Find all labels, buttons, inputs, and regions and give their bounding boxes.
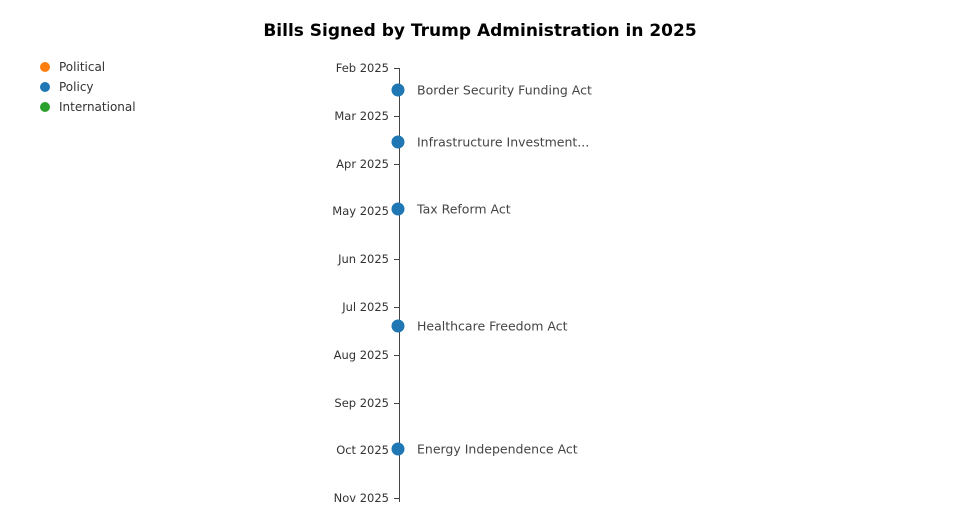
legend-label: International	[59, 100, 136, 114]
legend-item-policy[interactable]: Policy	[40, 77, 136, 97]
legend-item-political[interactable]: Political	[40, 57, 136, 77]
event-label: Energy Independence Act	[417, 441, 578, 457]
axis-tick-label: Apr 2025	[336, 156, 389, 171]
axis-tick-mark	[394, 68, 399, 69]
event-label: Border Security Funding Act	[417, 82, 592, 97]
axis-tick-mark	[394, 402, 399, 404]
axis-tick-label: Jul 2025	[342, 300, 389, 314]
event-label: Infrastructure Investment...	[417, 134, 590, 150]
axis-tick-mark	[394, 163, 399, 165]
event-marker[interactable]	[391, 135, 405, 149]
legend-swatch-icon	[40, 102, 50, 112]
axis-tick-mark	[394, 115, 399, 117]
event-marker[interactable]	[391, 83, 405, 96]
axis-tick-mark	[394, 259, 399, 261]
axis-tick-mark	[394, 354, 399, 356]
legend-label: Policy	[59, 80, 94, 94]
legend-swatch-icon	[40, 62, 50, 72]
axis-tick-label: Jun 2025	[338, 252, 389, 267]
event-marker[interactable]	[391, 442, 405, 456]
event-marker[interactable]	[391, 319, 405, 333]
axis-tick-mark	[394, 498, 399, 500]
axis-tick-label: Aug 2025	[333, 347, 389, 362]
legend: Political Policy International	[40, 57, 136, 117]
axis-tick-mark	[394, 307, 399, 308]
legend-swatch-icon	[40, 82, 50, 92]
axis-tick-label: Oct 2025	[336, 443, 389, 458]
event-label: Healthcare Freedom Act	[417, 318, 568, 334]
event-label: Tax Reform Act	[417, 201, 511, 217]
chart-title: Bills Signed by Trump Administration in …	[263, 21, 697, 41]
axis-tick-label: Nov 2025	[333, 491, 389, 505]
axis-tick-label: Mar 2025	[334, 108, 389, 123]
timeline-axis-line	[399, 68, 400, 502]
axis-tick-label: Sep 2025	[334, 395, 389, 410]
axis-tick-label: Feb 2025	[335, 61, 389, 75]
event-marker[interactable]	[391, 202, 405, 216]
axis-tick-label: May 2025	[332, 204, 389, 219]
legend-label: Political	[59, 60, 106, 74]
legend-item-international[interactable]: International	[40, 97, 136, 117]
